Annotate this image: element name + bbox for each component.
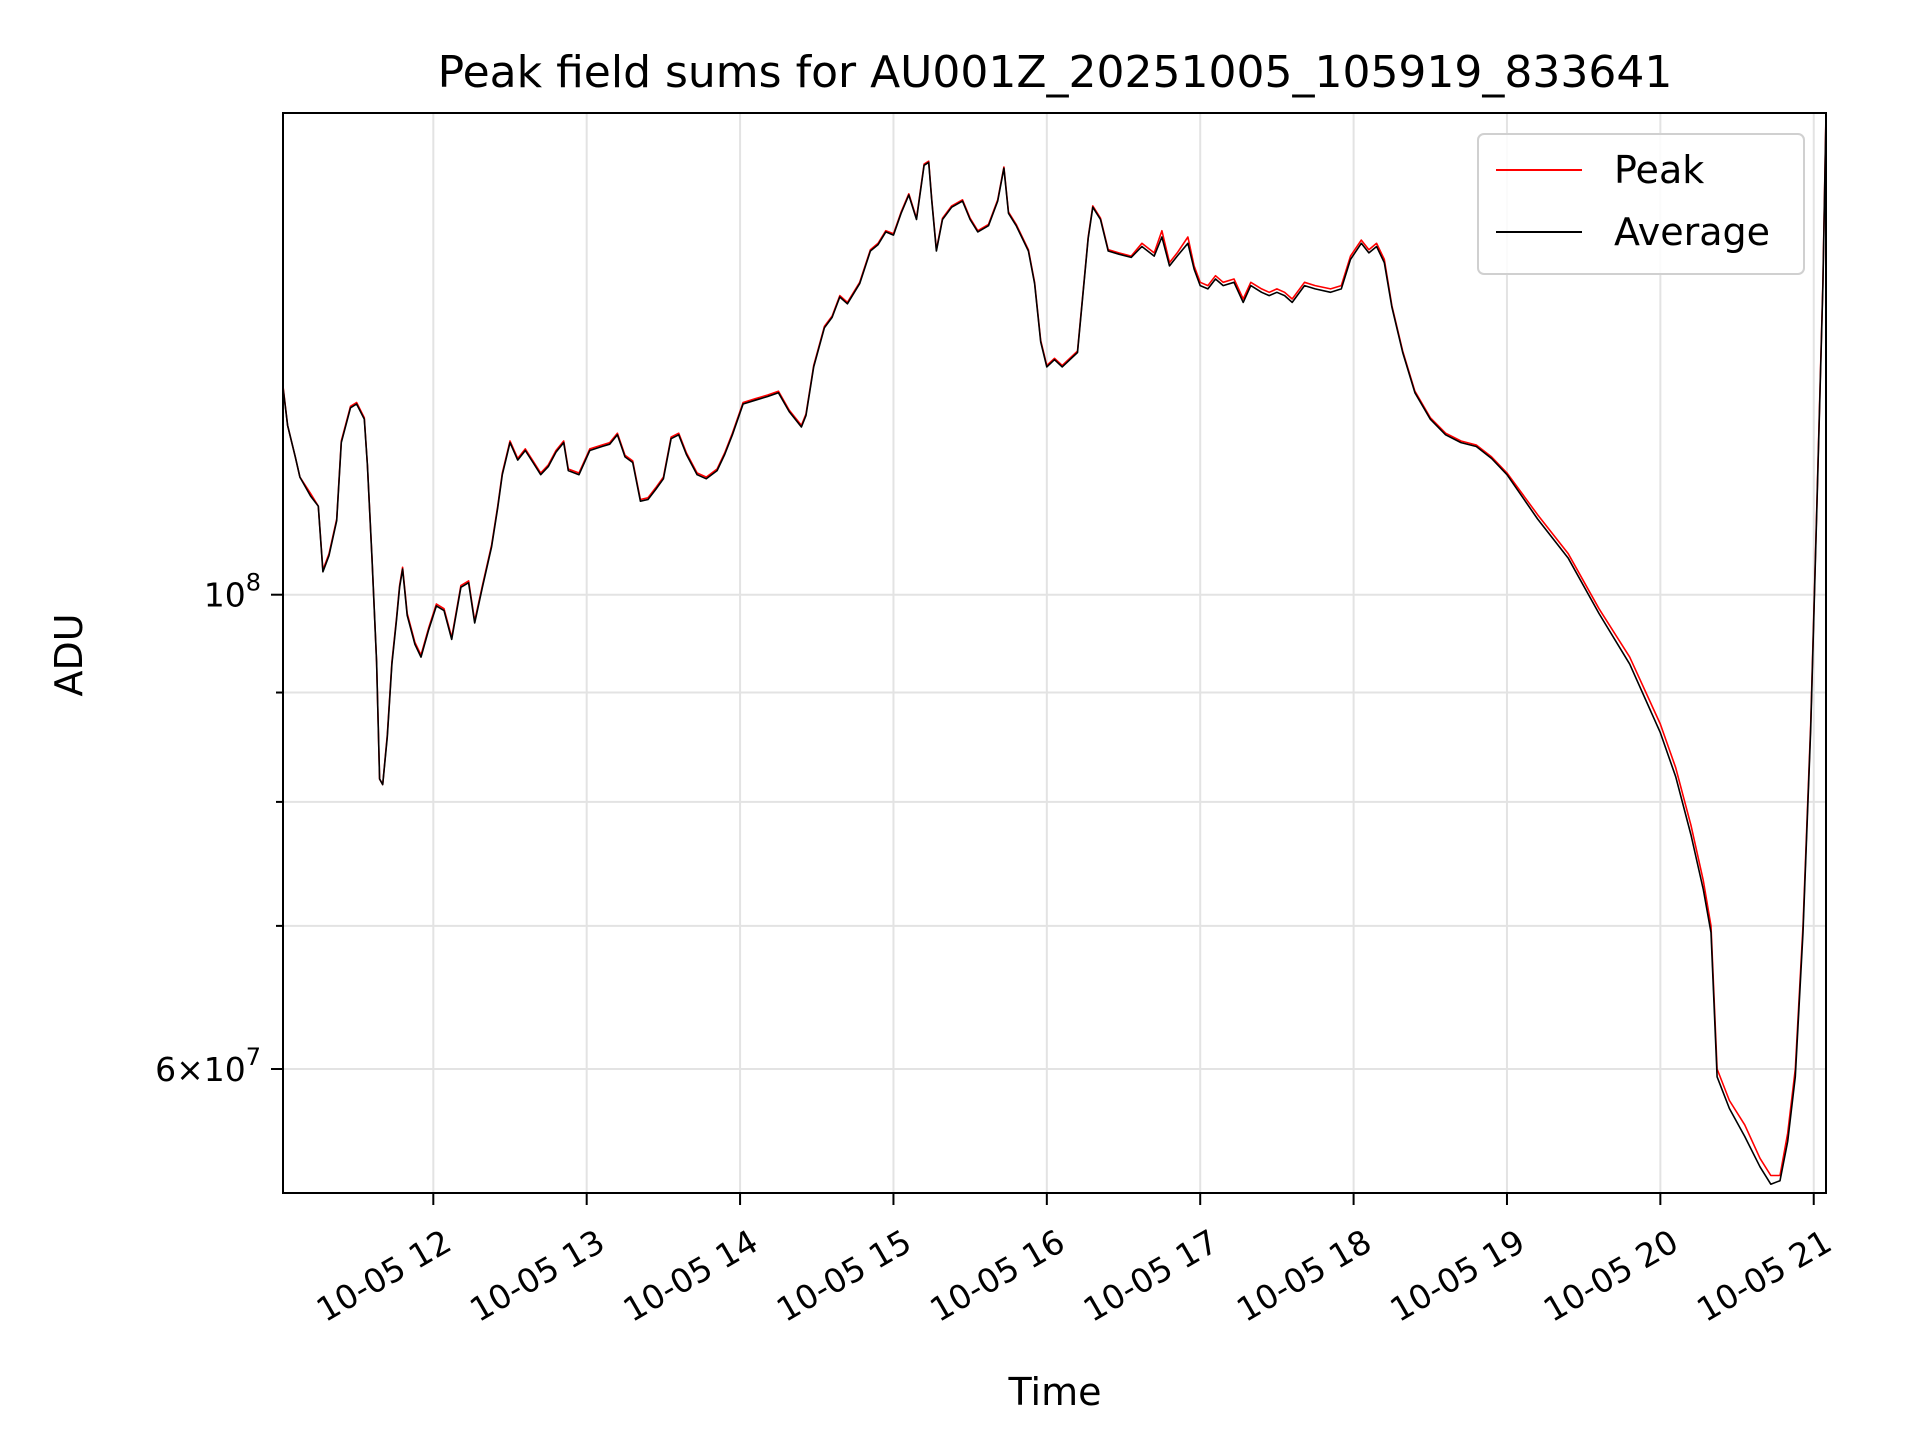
legend-label-average: Average [1614,210,1770,254]
y-tick-label: 6×107 [155,1043,261,1089]
legend-label-peak: Peak [1614,148,1704,192]
y-axis: 108 6×107 [155,569,283,1089]
grid [283,113,1826,1193]
y-axis-label: ADU [47,613,91,696]
series-line-average [283,115,1826,1185]
y-tick-label: 108 [204,569,261,615]
series-layer [283,113,1826,1185]
plot-frame [282,112,1827,1194]
x-axis-label: Time [1008,1370,1102,1414]
chart-title: Peak field sums for AU001Z_20251005_1059… [438,47,1673,98]
legend: Peak Average [1477,133,1805,275]
